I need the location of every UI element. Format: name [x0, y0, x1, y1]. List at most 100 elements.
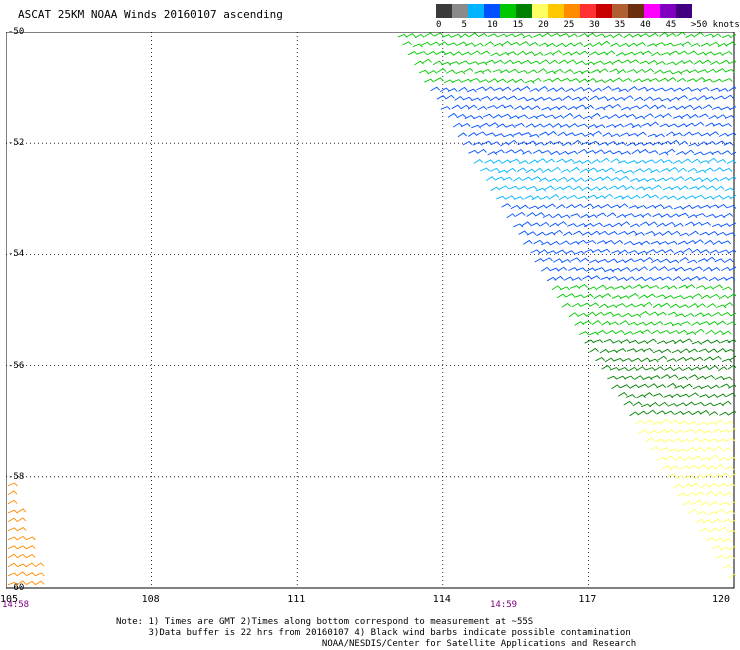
wind-barb	[643, 96, 654, 102]
wind-barb	[658, 77, 669, 82]
wind-barb	[579, 96, 589, 102]
wind-barb	[671, 349, 682, 354]
wind-barb	[539, 131, 549, 136]
wind-barb	[674, 176, 685, 181]
wind-barb	[515, 211, 526, 217]
wind-barb	[709, 204, 720, 209]
wind-barb	[559, 123, 570, 128]
wind-barb	[600, 40, 611, 46]
wind-barb	[691, 410, 702, 416]
wind-barb	[468, 61, 479, 65]
wind-barb	[603, 223, 613, 228]
wind-barb	[589, 95, 600, 101]
wind-barb	[424, 32, 434, 37]
wind-barb	[695, 518, 705, 524]
legend-swatch	[500, 4, 516, 18]
wind-barb	[699, 394, 710, 399]
wind-barb	[538, 249, 548, 255]
wind-barb	[700, 204, 711, 209]
wind-barb	[553, 186, 564, 191]
wind-barb	[580, 69, 591, 74]
wind-barb	[688, 97, 699, 101]
wind-barb	[700, 483, 711, 488]
wind-barb	[577, 123, 588, 128]
wind-barb	[484, 86, 495, 92]
wind-barb	[642, 50, 652, 55]
wind-barb	[687, 214, 698, 219]
wind-barb	[25, 572, 36, 577]
wind-barb	[693, 60, 704, 65]
wind-barb	[665, 429, 676, 434]
wind-barb	[712, 446, 723, 451]
wind-barb	[727, 384, 736, 389]
note-line-3: NOAA/NESDIS/Center for Satellite Applica…	[116, 639, 637, 649]
wind-barb	[16, 535, 27, 541]
wind-barb	[622, 357, 633, 362]
wind-barb	[722, 78, 733, 82]
wind-barb	[541, 150, 552, 154]
wind-barb	[654, 438, 665, 443]
wind-barb	[597, 96, 608, 101]
wind-barb	[459, 33, 469, 39]
wind-barb	[700, 457, 711, 462]
wind-barb	[721, 123, 732, 127]
wind-barb	[666, 382, 677, 388]
wind-barb	[561, 258, 572, 264]
wind-barb	[589, 347, 599, 353]
wind-barb	[666, 358, 677, 363]
wind-barb	[605, 167, 615, 172]
wind-barb	[718, 132, 729, 137]
wind-barbs	[7, 32, 736, 586]
wind-barb	[669, 259, 680, 264]
wind-barb	[558, 195, 569, 201]
wind-barb	[609, 68, 620, 73]
legend-label: 20	[538, 20, 549, 30]
wind-barb	[722, 330, 732, 336]
wind-barb	[683, 383, 693, 389]
wind-barb	[613, 33, 623, 38]
wind-barb	[468, 149, 479, 154]
wind-barb	[577, 239, 587, 245]
wind-barb	[520, 85, 531, 91]
wind-barb	[626, 113, 637, 118]
wind-barb	[591, 159, 601, 164]
wind-barb	[633, 168, 644, 173]
wind-barb	[677, 492, 687, 497]
wind-barb	[418, 69, 429, 74]
wind-barb	[636, 394, 646, 399]
wind-barb	[598, 258, 609, 263]
wind-barb	[568, 312, 579, 318]
wind-barb	[25, 545, 36, 550]
wind-barb	[598, 186, 609, 191]
wind-barb	[722, 376, 733, 381]
wind-barb	[627, 230, 638, 235]
wind-barb	[652, 97, 663, 102]
wind-barb	[514, 122, 525, 127]
wind-barb	[16, 545, 27, 550]
wind-barb	[513, 105, 524, 110]
wind-barb	[716, 348, 727, 353]
wind-barb	[25, 536, 36, 541]
wind-barb	[725, 276, 736, 281]
wind-barb	[656, 249, 666, 254]
wind-barb	[667, 195, 678, 200]
wind-barb	[648, 221, 658, 227]
wind-barb	[638, 429, 649, 434]
wind-barb	[682, 366, 693, 371]
wind-barb	[621, 59, 632, 64]
wind-barb	[632, 78, 643, 83]
wind-barb	[720, 546, 730, 551]
wind-barb	[703, 473, 713, 479]
wind-barb	[551, 166, 562, 172]
wind-barb	[694, 491, 705, 496]
wind-barb	[664, 455, 675, 460]
wind-barb	[650, 240, 661, 245]
legend-label: 45	[665, 20, 677, 30]
wind-barb	[709, 500, 720, 506]
wind-barb	[695, 76, 706, 82]
wind-barb	[522, 150, 532, 155]
wind-barb	[604, 240, 615, 245]
wind-barb	[587, 194, 598, 199]
wind-barb	[694, 121, 705, 127]
wind-barb	[510, 41, 521, 46]
